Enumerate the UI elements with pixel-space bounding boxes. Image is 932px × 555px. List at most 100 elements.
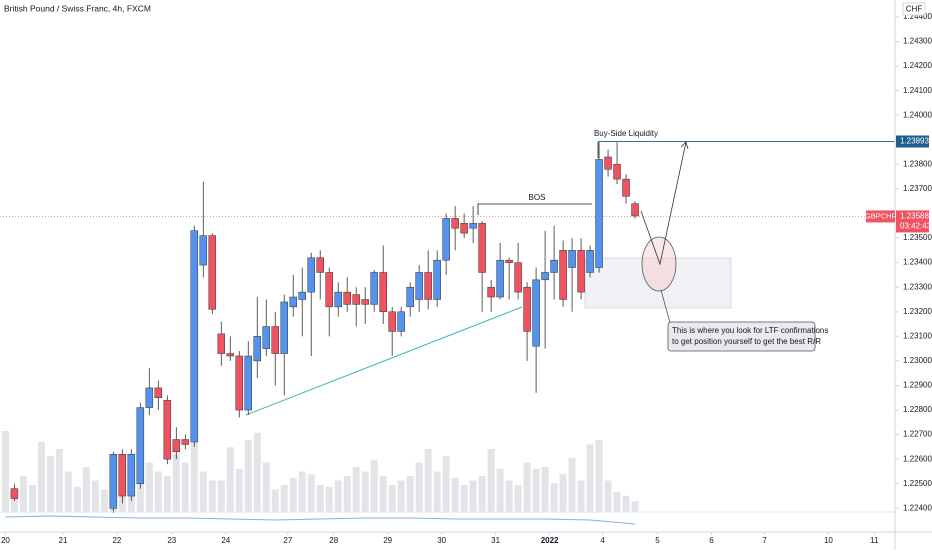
candle-body xyxy=(577,250,585,293)
volume-bar xyxy=(343,476,351,512)
candles xyxy=(0,141,895,514)
candle-body xyxy=(271,326,279,354)
volume-bar xyxy=(10,494,18,512)
volume-bar xyxy=(73,486,81,512)
candle-body xyxy=(334,291,342,308)
volume-bar xyxy=(631,501,639,512)
volume-bar xyxy=(244,440,252,512)
candle-body xyxy=(424,272,432,300)
volume-bar xyxy=(469,480,477,512)
volume-bar xyxy=(172,453,180,512)
x-tick-label: 10 xyxy=(824,536,833,545)
y-tick-label: 1.23700 xyxy=(903,184,932,193)
y-tick-label: 1.24100 xyxy=(903,86,932,95)
volume-bar xyxy=(82,467,90,512)
volume-bar xyxy=(190,435,198,512)
volume-bar xyxy=(235,468,243,512)
y-tick-label: 1.23500 xyxy=(903,233,932,242)
y-tick-label: 1.22500 xyxy=(903,479,932,488)
x-tick-label: 31 xyxy=(491,536,500,545)
volume-bar xyxy=(1,431,9,512)
candle-body xyxy=(172,439,181,453)
volume-layer xyxy=(1,431,639,512)
x-tick-label: 11 xyxy=(870,536,879,545)
candle-body xyxy=(136,407,145,484)
candle-body xyxy=(154,387,163,399)
chart-title: British Pound / Swiss Franc, 4h, FXCM xyxy=(4,3,151,13)
y-tick-label: 1.22400 xyxy=(903,503,932,512)
y-tick-label: 1.22800 xyxy=(903,405,932,414)
volume-bar xyxy=(289,477,297,512)
indicator-line xyxy=(5,515,636,525)
candle-body xyxy=(397,311,405,332)
candle-body xyxy=(109,454,118,509)
candle-body xyxy=(550,259,558,273)
volume-bar xyxy=(442,456,450,512)
x-tick-label: 22 xyxy=(112,536,121,545)
x-tick-label: 2022 xyxy=(541,536,559,545)
volume-bar xyxy=(532,468,540,512)
bos-label: BOS xyxy=(529,193,546,202)
volume-bar xyxy=(145,462,153,512)
candle-body xyxy=(145,387,154,408)
candle-body xyxy=(361,299,369,305)
y-tick-label: 1.24200 xyxy=(903,61,932,70)
x-tick-label: 28 xyxy=(329,536,338,545)
liquidity-label: Buy-Side Liquidity xyxy=(594,129,658,138)
y-tick-label: 1.22700 xyxy=(903,430,932,439)
volume-bar xyxy=(217,480,225,512)
currency: CHF xyxy=(906,5,923,14)
volume-bar xyxy=(451,477,459,512)
candle-body xyxy=(10,488,19,499)
y-tick-label: 1.24000 xyxy=(903,110,932,119)
x-tick-label: 29 xyxy=(383,536,392,545)
candle-body xyxy=(280,301,288,354)
y-tick-label: 1.23100 xyxy=(903,331,932,340)
callout-box xyxy=(667,321,816,352)
volume-bar xyxy=(496,468,504,512)
candle-body xyxy=(451,218,459,229)
volume-bar xyxy=(586,444,594,512)
candle-body xyxy=(208,235,217,310)
volume-bar xyxy=(181,462,189,512)
volume-bar xyxy=(478,476,486,512)
x-tick-label: 30 xyxy=(437,536,446,545)
x-tick-label: 23 xyxy=(167,536,176,545)
y-tick-label: 1.24300 xyxy=(903,37,932,46)
candle-body xyxy=(532,279,540,347)
y-tick-label: 1.23000 xyxy=(903,356,932,365)
y-tick-label: 1.24400 xyxy=(903,12,932,21)
candle-body xyxy=(595,159,603,268)
countdown-label: 03:42:43 xyxy=(900,222,932,231)
axes: 1.24400 1.24300 1.24200 1.24100 1.24000 1.238… xyxy=(1,12,932,545)
candle-body xyxy=(442,218,450,261)
candle-body xyxy=(559,250,567,300)
y-tick-label: 1.23200 xyxy=(903,307,932,316)
circle xyxy=(641,236,677,292)
annotation-front: This is where you look for LTF confirmat… xyxy=(529,129,828,352)
candle-body xyxy=(541,272,549,281)
y-tick-label: 1.23400 xyxy=(903,258,932,267)
volume-bar xyxy=(262,462,270,512)
candle-body xyxy=(460,223,468,234)
x-tick-label: 21 xyxy=(59,536,68,545)
candle-body xyxy=(478,223,486,273)
candle-body xyxy=(325,272,333,308)
x-tick-label: 27 xyxy=(283,536,292,545)
volume-bar xyxy=(505,480,513,512)
volume-bar xyxy=(613,492,621,512)
volume-bar xyxy=(604,480,612,512)
candle-body xyxy=(586,250,594,273)
y-tick-label: 1.22900 xyxy=(903,381,932,390)
volume-bar xyxy=(37,441,45,512)
x-tick-label: 7 xyxy=(762,536,767,545)
candle-body xyxy=(622,178,630,197)
volume-bar xyxy=(460,485,468,512)
candle-body xyxy=(127,454,136,497)
candle-body xyxy=(415,272,423,300)
volume-bar xyxy=(64,471,72,512)
volume-bar xyxy=(595,440,603,512)
candle-body xyxy=(379,272,387,313)
volume-bar xyxy=(163,476,171,512)
candle-body xyxy=(469,223,477,229)
